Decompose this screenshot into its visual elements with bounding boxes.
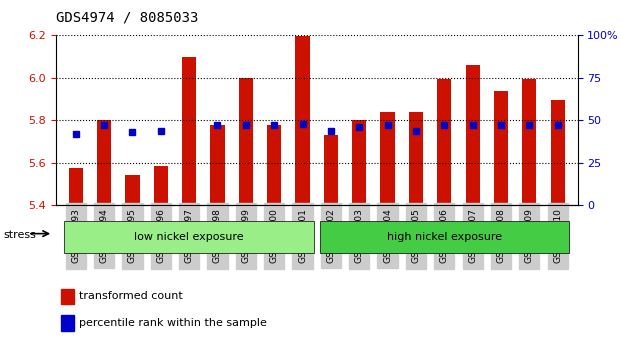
Bar	[522, 79, 537, 205]
Bar	[267, 125, 281, 205]
Bar	[211, 125, 225, 205]
Bar	[324, 135, 338, 205]
Bar	[182, 57, 196, 205]
Bar	[409, 112, 423, 205]
Bar	[466, 65, 480, 205]
Bar	[61, 289, 74, 304]
FancyBboxPatch shape	[320, 221, 569, 253]
Bar	[352, 120, 366, 205]
Text: GDS4974 / 8085033: GDS4974 / 8085033	[56, 11, 198, 25]
Text: high nickel exposure: high nickel exposure	[387, 232, 502, 242]
Text: transformed count: transformed count	[79, 291, 183, 302]
Bar	[437, 79, 451, 205]
FancyBboxPatch shape	[65, 221, 314, 253]
Bar	[381, 112, 395, 205]
Bar	[494, 91, 508, 205]
Bar	[238, 78, 253, 205]
Bar	[125, 175, 140, 205]
Text: percentile rank within the sample: percentile rank within the sample	[79, 318, 267, 328]
Text: low nickel exposure: low nickel exposure	[134, 232, 244, 242]
Bar	[551, 100, 564, 205]
Bar	[61, 315, 74, 331]
Bar	[97, 120, 111, 205]
Bar	[69, 168, 83, 205]
Text: stress: stress	[3, 230, 36, 240]
Bar	[296, 36, 310, 205]
Bar	[154, 166, 168, 205]
